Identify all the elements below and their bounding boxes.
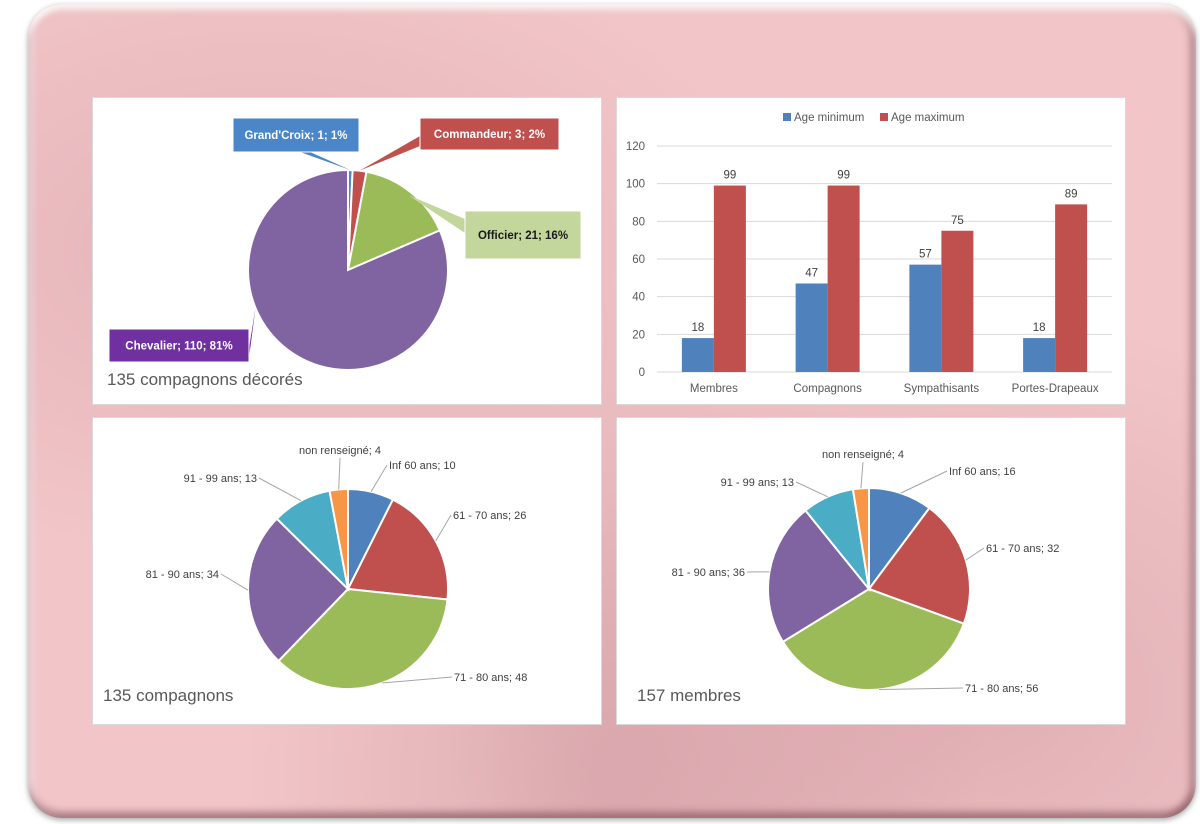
leader-line — [900, 470, 948, 494]
x-tick-label: Membres — [690, 383, 738, 395]
x-tick-label: Portes-Drapeaux — [1012, 383, 1099, 395]
panel-age-bar-chart: Age minimum Age maximum 0 20 40 60 80 100 120 18 9… — [616, 97, 1126, 405]
callout-box — [419, 117, 560, 151]
panel-decorations-pie: Grand'Croix; 1; 1% Commandeur; 3; 2% Offic… — [92, 97, 602, 405]
data-label: 91 - 99 ans; 13 — [721, 477, 794, 489]
data-label: Chevalier; 110; 81% — [125, 341, 232, 353]
y-tick-label: 0 — [639, 367, 645, 379]
leader-line — [338, 457, 341, 490]
legend-label-age-maximum: Age maximum — [891, 112, 965, 124]
chart-caption: 157 membres — [637, 686, 741, 705]
callout-box — [108, 328, 250, 363]
data-label: 81 - 90 ans; 34 — [146, 569, 219, 581]
leader-line — [795, 481, 829, 498]
age-bar-chart: Age minimum Age maximum 0 20 40 60 80 100 120 18 9… — [626, 112, 1112, 395]
chart-caption: 135 compagnons décorés — [107, 370, 303, 389]
bar-value-label: 18 — [691, 322, 704, 334]
data-label: 71 - 80 ans; 56 — [965, 683, 1038, 695]
data-label: Commandeur; 3; 2% — [434, 129, 545, 141]
bar-age-minimum-membres — [681, 338, 714, 372]
leader-line — [258, 477, 302, 502]
bar-age-minimum-portes-drapeaux — [1023, 338, 1056, 372]
decorations-pie-chart: Grand'Croix; 1; 1% Commandeur; 3; 2% Offic… — [108, 117, 582, 371]
pie-slice-officier — [346, 170, 442, 272]
callout-pointer — [407, 195, 465, 233]
data-label: non renseigné; 4 — [299, 445, 381, 457]
leader-line — [382, 676, 453, 684]
data-label: Officier; 21; 16% — [478, 230, 568, 242]
legend-swatch-age-minimum — [783, 113, 791, 121]
data-label: 91 - 99 ans; 13 — [184, 473, 257, 485]
pie-slice-chevalier — [247, 168, 449, 371]
legend-label-age-minimum: Age minimum — [794, 112, 864, 124]
x-tick-label: Compagnons — [793, 383, 862, 395]
pie-slice-71-80-ans-48 — [277, 587, 449, 690]
bar-age-maximum-portes-drapeaux — [1055, 204, 1088, 372]
data-label: 71 - 80 ans; 48 — [454, 672, 527, 684]
leader-line — [435, 514, 452, 542]
bar-value-label: 75 — [951, 215, 964, 227]
data-label: non renseigné; 4 — [822, 449, 904, 461]
y-tick-label: 100 — [626, 179, 645, 191]
bar-value-label: 47 — [805, 267, 818, 279]
bar-age-minimum-compagnons — [795, 283, 828, 372]
callout-pointer — [300, 152, 351, 171]
data-label: 61 - 70 ans; 32 — [986, 543, 1059, 555]
panel-membres-age-pie: Inf 60 ans; 16 61 - 70 ans; 32 71 - 80 ans… — [616, 417, 1126, 725]
bar-value-label: 89 — [1065, 188, 1078, 200]
leader-line — [965, 547, 985, 561]
data-label: Inf 60 ans; 10 — [389, 460, 456, 472]
data-label: 81 - 90 ans; 36 — [672, 567, 745, 579]
pie-slice-61-70-ans-26 — [346, 498, 449, 601]
bar-value-label: 99 — [837, 170, 850, 182]
bar-age-minimum-sympathisants — [909, 264, 942, 372]
bar-value-label: 99 — [723, 170, 736, 182]
compagnons-age-pie-chart: Inf 60 ans; 10 61 - 70 ans; 26 71 - 80 ans… — [146, 445, 527, 690]
bar-age-maximum-compagnons — [827, 185, 860, 372]
legend-swatch-age-maximum — [880, 113, 888, 121]
membres-age-pie-chart: Inf 60 ans; 16 61 - 70 ans; 32 71 - 80 ans… — [672, 449, 1060, 695]
callout-pointer — [359, 136, 420, 171]
leader-line — [220, 573, 249, 591]
y-tick-label: 40 — [632, 292, 645, 304]
callout-pointer — [249, 307, 256, 358]
leader-line — [860, 461, 864, 489]
x-tick-label: Sympathisants — [904, 383, 980, 395]
leader-line — [879, 687, 964, 690]
y-tick-label: 120 — [626, 141, 645, 153]
bar-age-maximum-sympathisants — [941, 230, 974, 372]
callout-box — [232, 117, 360, 153]
bar-age-maximum-membres — [713, 185, 746, 372]
callout-box — [464, 210, 582, 260]
bar-value-label: 57 — [919, 249, 932, 261]
pie-slice-non-renseigne-4 — [851, 486, 870, 590]
pie-slice-61-70-ans-32 — [867, 506, 971, 625]
pie-slice-81-90-ans-36 — [767, 509, 871, 644]
panel-compagnons-age-pie: Inf 60 ans; 10 61 - 70 ans; 26 71 - 80 ans… — [92, 417, 602, 725]
bar-value-label: 18 — [1033, 322, 1046, 334]
chart-caption: 135 compagnons — [103, 686, 234, 705]
y-tick-label: 60 — [632, 254, 645, 266]
y-tick-label: 80 — [632, 216, 645, 228]
data-label: Grand'Croix; 1; 1% — [244, 130, 347, 142]
data-label: Inf 60 ans; 16 — [949, 466, 1016, 478]
pie-slice-81-90-ans-34 — [247, 517, 350, 663]
data-label: 61 - 70 ans; 26 — [453, 510, 526, 522]
y-tick-label: 20 — [632, 329, 645, 341]
leader-line — [370, 464, 388, 492]
